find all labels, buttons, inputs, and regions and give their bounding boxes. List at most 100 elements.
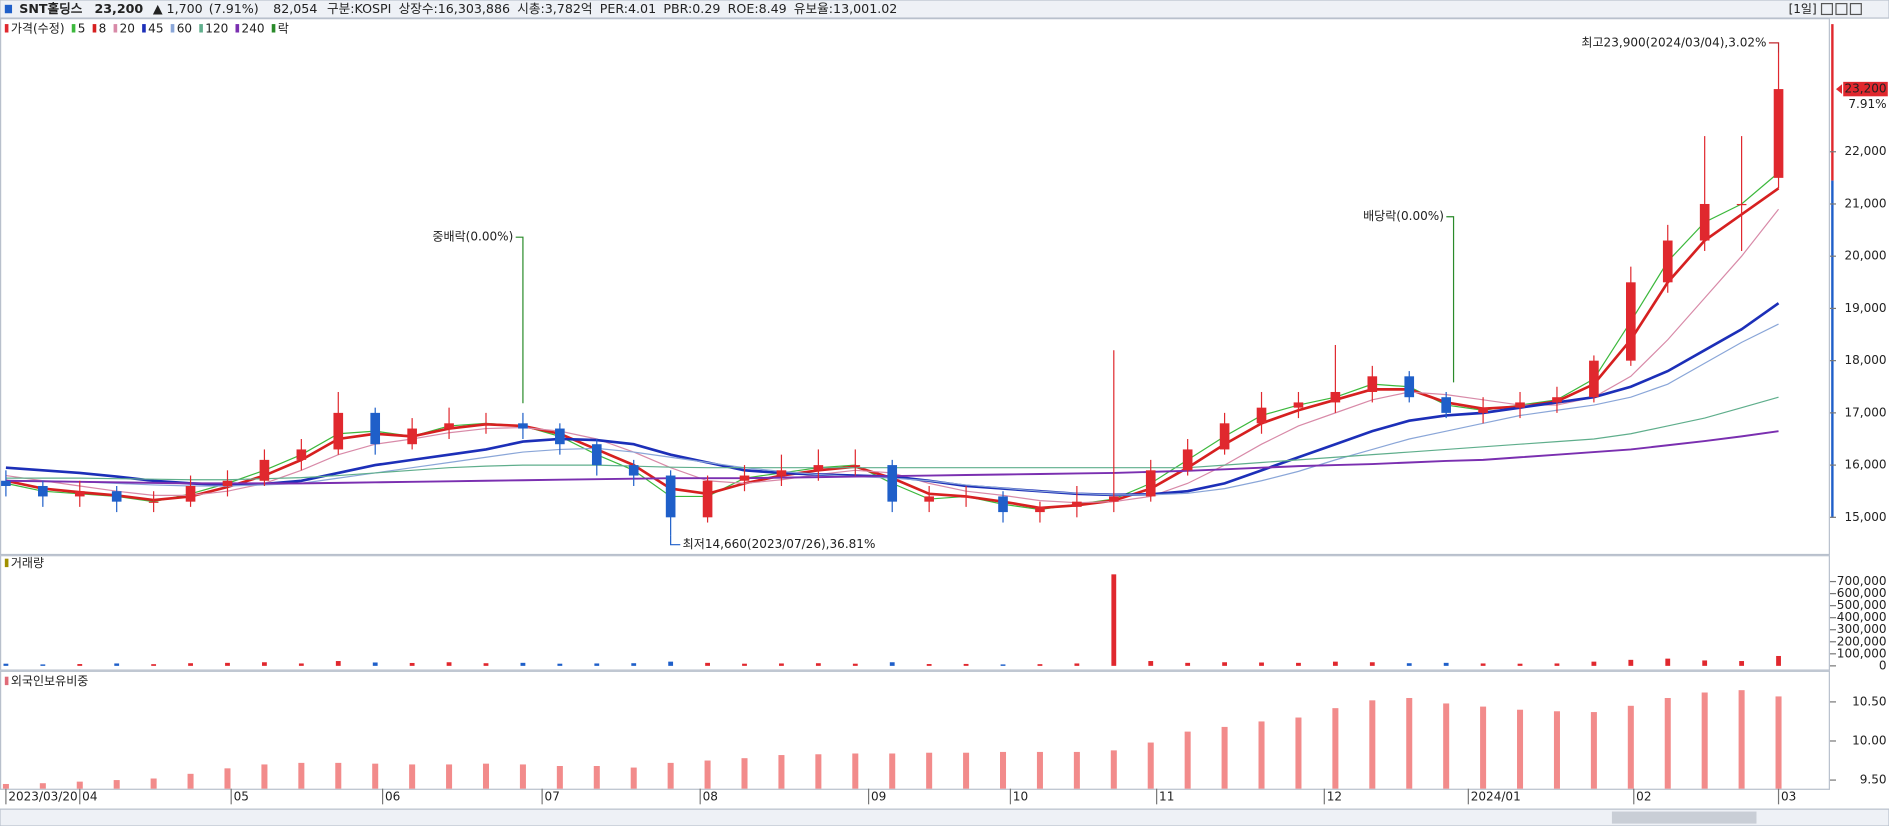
bar — [1296, 662, 1301, 666]
bar — [1222, 662, 1228, 666]
candle-body — [148, 501, 159, 503]
window-button[interactable] — [1849, 3, 1862, 16]
x-tick-label: 04 — [82, 790, 97, 804]
legend-swatch — [235, 24, 240, 33]
legend-swatch — [199, 24, 203, 33]
bar — [630, 767, 637, 789]
bar — [1147, 742, 1154, 789]
y-tick-label: 9.50 — [1860, 773, 1887, 787]
legend-label: 8 — [99, 21, 107, 35]
candle-body — [38, 485, 48, 497]
bar — [76, 781, 83, 789]
header-text: 시총:3,782억 — [517, 1, 592, 16]
x-tick-label: 02 — [1636, 790, 1651, 804]
window-button[interactable] — [1820, 3, 1833, 16]
y-tick-label: 17,000 — [1844, 405, 1886, 419]
candle-body — [444, 423, 454, 429]
y-tick-label: 100,000 — [1837, 646, 1887, 660]
y-tick-label: 18,000 — [1844, 353, 1886, 367]
bar — [1628, 659, 1634, 666]
bar — [594, 663, 600, 666]
legend-label: 45 — [148, 21, 163, 35]
bar — [39, 783, 46, 789]
bar — [1776, 655, 1781, 666]
bar — [409, 764, 416, 789]
bar — [1332, 661, 1338, 666]
event-label: 중배락(0.00%) — [432, 230, 513, 244]
legend-label: 240 — [242, 21, 265, 35]
period-button[interactable]: [1일] — [1789, 2, 1817, 16]
window-button[interactable] — [1835, 3, 1848, 16]
bar — [1369, 700, 1376, 789]
bar — [1406, 663, 1412, 666]
bar — [1148, 661, 1154, 666]
candle-body — [1736, 203, 1747, 206]
legend-swatch — [271, 24, 276, 33]
low-label: 최저14,660(2023/07/26),36.81% — [683, 537, 876, 551]
header-text: ROE:8.49 — [728, 1, 787, 16]
bar — [1000, 751, 1007, 789]
bar — [1037, 664, 1043, 666]
bar — [557, 663, 563, 666]
bar — [298, 762, 305, 789]
x-tick-label: 07 — [545, 790, 560, 804]
bar — [742, 663, 747, 666]
volume-panel — [0, 555, 1830, 671]
bar — [667, 762, 674, 789]
bar — [926, 752, 933, 789]
y-tick-label: 15,000 — [1844, 510, 1886, 524]
bar — [335, 661, 341, 666]
event-label: 배당락(0.00%) — [1363, 209, 1444, 223]
header-text: PER:4.01 — [600, 1, 656, 16]
bar — [262, 662, 267, 666]
bar — [1480, 663, 1486, 666]
bar — [556, 766, 563, 789]
bar — [1591, 661, 1597, 666]
bar — [113, 780, 120, 789]
price-tag-bg — [1843, 81, 1888, 97]
legend-swatch — [4, 24, 9, 33]
bar — [335, 762, 342, 789]
y-tick-label: 200,000 — [1837, 634, 1887, 648]
bar — [963, 752, 970, 789]
bar — [188, 663, 193, 666]
high-marker — [1768, 42, 1780, 53]
bar — [1554, 663, 1560, 666]
candle-body — [1182, 449, 1193, 471]
foreign-panel — [0, 670, 1830, 790]
x-tick-label: 12 — [1327, 790, 1342, 804]
candle-body — [407, 428, 417, 445]
scroll-thumb[interactable] — [1611, 811, 1757, 824]
y-tick-label: 0 — [1879, 658, 1887, 672]
candle-body — [1219, 423, 1230, 450]
bar — [483, 663, 489, 666]
candle-body — [850, 465, 861, 467]
bar — [1258, 721, 1265, 789]
candle-body — [665, 475, 676, 518]
scrollbar[interactable] — [0, 808, 1889, 826]
header-text: PBR:0.29 — [663, 1, 720, 16]
candle-body — [591, 444, 602, 466]
bar — [963, 663, 969, 666]
bar — [298, 663, 304, 666]
panel-swatch — [4, 676, 9, 686]
bar — [704, 760, 711, 789]
legend-label: 가격(수정) — [11, 21, 65, 35]
candle-body — [813, 465, 824, 471]
y-tick-label: 22,000 — [1844, 144, 1886, 158]
candle-body — [370, 412, 381, 445]
bar — [482, 763, 490, 789]
bar — [446, 662, 452, 666]
legend-swatch — [71, 24, 76, 33]
candle-body — [1108, 496, 1119, 502]
candle-body — [776, 470, 787, 476]
candle-body — [1367, 376, 1378, 392]
y-tick-label: 400,000 — [1837, 610, 1887, 624]
candle-body — [1072, 501, 1082, 507]
bar — [1443, 703, 1450, 789]
bar — [1110, 750, 1117, 789]
header-text: (7.91%) — [209, 1, 259, 16]
candle-body — [1773, 89, 1784, 178]
bar — [889, 662, 895, 666]
candle-body — [74, 491, 85, 497]
